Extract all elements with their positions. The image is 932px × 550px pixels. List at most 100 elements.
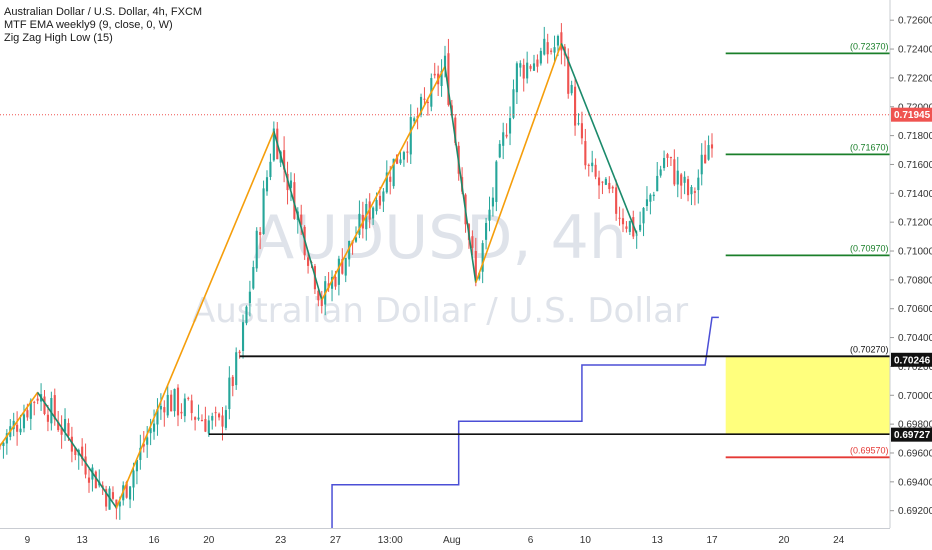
candle-body (118, 501, 121, 507)
candle-body (231, 376, 234, 387)
time-axis[interactable] (0, 528, 932, 550)
candle-body (334, 276, 337, 287)
candle-body (43, 396, 46, 414)
candle-body (63, 418, 67, 432)
candle-body (615, 187, 618, 214)
x-tick-label: 13:00 (378, 535, 403, 546)
candle-body (132, 470, 135, 488)
watermark-symbol: AUDUSD, 4h (253, 203, 627, 273)
candle-body (550, 50, 553, 52)
y-tick-label: 0.72200 (898, 73, 932, 84)
candle-body (474, 250, 477, 279)
candle-body (197, 417, 200, 420)
candle-body (146, 437, 149, 445)
candle-body (621, 218, 625, 225)
candle-body (515, 63, 518, 93)
candle-body (652, 194, 655, 197)
y-tick-label: 0.72400 (898, 45, 932, 56)
candle-body (5, 433, 8, 444)
zigzag-segment (273, 131, 323, 301)
candle-body (649, 194, 652, 202)
candle-body (300, 214, 303, 225)
candle-body (635, 234, 638, 236)
candle-body (700, 154, 703, 175)
level-price-tag: 0.70246 (894, 355, 931, 366)
candle-body (87, 477, 91, 483)
candle-body (611, 186, 614, 189)
candle-body (190, 400, 193, 414)
candle-body (642, 207, 645, 224)
zigzag-segment (0, 391, 39, 447)
level-price-tag-bg (891, 427, 932, 442)
candle-body (574, 86, 577, 126)
price-axis[interactable] (890, 0, 932, 550)
candle-body (382, 191, 385, 202)
candle-body (22, 414, 26, 429)
candle-body (245, 306, 248, 324)
level-label: (0.70270) (850, 344, 889, 354)
candle-body (211, 416, 214, 421)
x-tick-label: 23 (275, 535, 287, 546)
candle-body (378, 195, 382, 206)
candle-body (553, 47, 556, 53)
candle-body (710, 144, 714, 149)
zigzag-segment (560, 42, 638, 234)
candle-body (70, 436, 73, 452)
candle-body (180, 411, 183, 414)
level-label: (0.70970) (850, 243, 889, 253)
candle-body (697, 177, 700, 191)
candle-body (33, 401, 36, 403)
y-tick-label: 0.69200 (898, 506, 932, 517)
candle-body (526, 62, 529, 79)
candle-body (375, 200, 378, 212)
candle-body (283, 150, 286, 170)
x-tick-label: 20 (203, 535, 215, 546)
candle-body (539, 50, 542, 64)
candle-body (505, 134, 508, 137)
candle-body (344, 257, 347, 276)
candle-body (389, 176, 392, 182)
candle-body (594, 164, 597, 177)
candle-body (218, 413, 221, 418)
candle-body (426, 101, 429, 103)
legend-indicator-ema[interactable]: MTF EMA weekly9 (9, close, 0, W) (4, 19, 173, 31)
legend-indicator-zigzag[interactable]: Zig Zag High Low (15) (4, 32, 113, 44)
candle-body (200, 419, 204, 422)
candle-body (447, 53, 450, 105)
candle-body (597, 177, 601, 186)
candle-body (645, 199, 649, 206)
candle-body (522, 64, 525, 79)
candle-body (293, 182, 296, 219)
candle-body (560, 32, 563, 51)
candle-body (94, 471, 97, 489)
candle-body (105, 489, 108, 507)
candle-body (591, 162, 594, 167)
candle-body (176, 387, 180, 416)
candle-body (166, 394, 169, 416)
legend-title[interactable]: Australian Dollar / U.S. Dollar, 4h, FXC… (4, 6, 203, 18)
candle-body (50, 398, 53, 424)
candle-body (567, 56, 570, 94)
candle-body (204, 419, 207, 432)
candle-body (666, 154, 669, 158)
level-price-tag-bg (891, 352, 932, 367)
candle-body (419, 96, 423, 115)
zigzag-segment (36, 391, 118, 509)
candle-body (433, 73, 436, 76)
zigzag-segment (444, 66, 477, 283)
y-tick-label: 0.72600 (898, 16, 932, 27)
candle-body (221, 415, 224, 427)
candle-body (580, 123, 583, 139)
candle-body (604, 178, 607, 185)
candle-body (392, 158, 395, 187)
candle-body (337, 258, 340, 285)
candle-body (440, 70, 443, 87)
current-price-tag-bg (891, 107, 932, 122)
candle-body (656, 175, 659, 192)
candle-body (74, 447, 77, 455)
x-tick-label: 17 (706, 535, 718, 546)
candle-body (207, 420, 210, 434)
candle-body (519, 63, 522, 68)
candle-body (639, 224, 642, 231)
